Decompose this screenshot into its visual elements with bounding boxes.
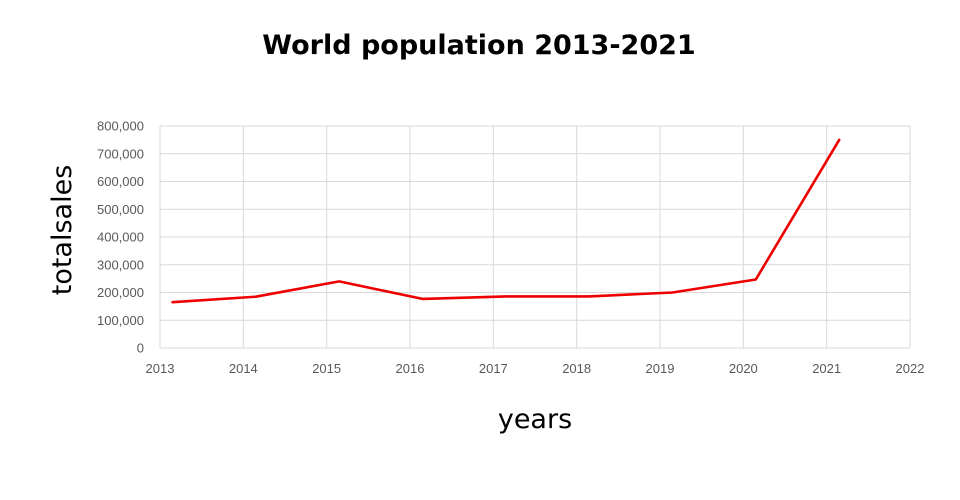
x-tick-label: 2018 <box>562 361 591 376</box>
x-tick-label: 2019 <box>646 361 675 376</box>
x-tick-label: 2017 <box>479 361 508 376</box>
y-tick-label: 700,000 <box>97 146 144 161</box>
x-tick-label: 2013 <box>146 361 175 376</box>
y-axis-ticks: 0 100,000 200,000 300,000 400,000 500,000 600,… <box>97 119 144 356</box>
chart-title: World population 2013-2021 <box>262 30 695 61</box>
series-layer <box>171 138 841 304</box>
y-tick-label: 800,000 <box>97 119 144 134</box>
y-tick-label: 0 <box>137 341 144 356</box>
y-tick-label: 500,000 <box>97 202 144 217</box>
y-axis-title: totalsales <box>47 165 78 296</box>
x-tick-label: 2016 <box>396 361 425 376</box>
y-tick-label: 400,000 <box>97 230 144 245</box>
x-tick-label: 2021 <box>812 361 841 376</box>
grid <box>159 125 911 349</box>
y-tick-label: 200,000 <box>97 285 144 300</box>
x-tick-label: 2015 <box>312 361 341 376</box>
x-tick-label: 2020 <box>729 361 758 376</box>
x-tick-label: 2022 <box>896 361 925 376</box>
x-tick-label: 2014 <box>229 361 258 376</box>
y-tick-label: 100,000 <box>97 313 144 328</box>
y-tick-label: 300,000 <box>97 257 144 272</box>
y-tick-label: 600,000 <box>97 174 144 189</box>
x-axis-ticks: 2013 2014 2015 2016 2017 2018 2019 2020 2021 2022 <box>146 361 925 376</box>
x-axis-title: years <box>498 404 572 435</box>
series-line <box>171 138 841 304</box>
